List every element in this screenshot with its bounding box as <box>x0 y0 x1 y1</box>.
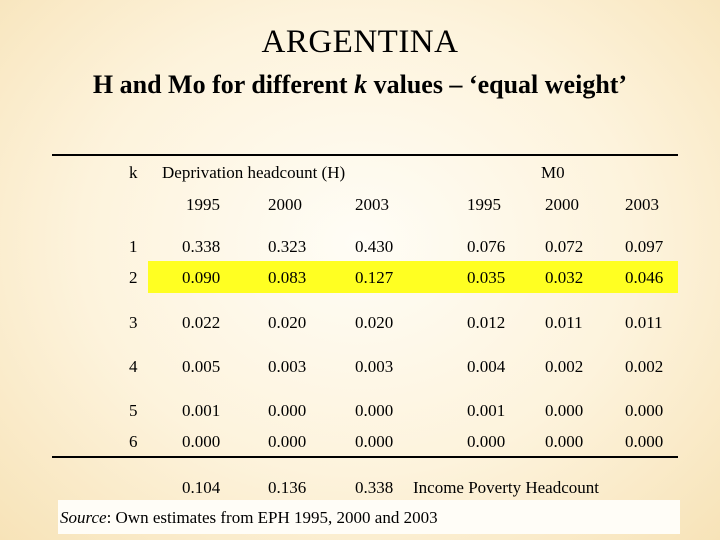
k-value: 3 <box>129 313 138 332</box>
table-cell: 0.020 <box>355 313 394 332</box>
k-value: 5 <box>129 401 138 420</box>
income-poverty-value: 0.338 <box>355 478 394 497</box>
source-note: Source: Own estimates from EPH 1995, 200… <box>58 500 680 534</box>
table-cell: 0.035 <box>467 268 506 287</box>
table-cell: 0.001 <box>467 401 506 420</box>
source-text: : Own estimates from EPH 1995, 2000 and … <box>106 508 438 527</box>
highlighted-row-background <box>148 261 678 293</box>
table-cell: 0.000 <box>625 401 664 420</box>
table-cell: 0.001 <box>182 401 221 420</box>
subtitle-k: k <box>354 70 368 99</box>
table-cell: 0.338 <box>182 237 221 256</box>
k-value: 4 <box>129 357 138 376</box>
m0-group-header: M0 <box>541 163 565 182</box>
table-cell: 0.046 <box>625 268 664 287</box>
table-cell: 0.076 <box>467 237 506 256</box>
year-header: 2000 <box>268 195 302 214</box>
table-cell: 0.003 <box>355 357 394 376</box>
table-cell: 0.323 <box>268 237 307 256</box>
table-cell: 0.430 <box>355 237 394 256</box>
table-cell: 0.090 <box>182 268 221 287</box>
table-cell: 0.000 <box>355 401 394 420</box>
table-cell: 0.000 <box>268 432 307 451</box>
income-poverty-value: 0.136 <box>268 478 307 497</box>
subtitle-prefix: H and Mo for different <box>92 70 355 99</box>
table-cell: 0.004 <box>467 357 506 376</box>
table-cell: 0.020 <box>268 313 307 332</box>
year-header: 2003 <box>625 195 659 214</box>
k-column-header: k <box>129 163 138 182</box>
year-header: 1995 <box>467 195 501 214</box>
income-poverty-label: Income Poverty Headcount <box>413 478 599 497</box>
table-cell: 0.022 <box>182 313 221 332</box>
table-cell: 0.000 <box>268 401 307 420</box>
table-cell: 0.005 <box>182 357 221 376</box>
year-header: 2003 <box>355 195 389 214</box>
slide-title: ARGENTINA <box>261 24 459 60</box>
table-cell: 0.000 <box>545 401 584 420</box>
source-label: Source <box>60 508 107 527</box>
table-cell: 0.002 <box>625 357 664 376</box>
income-poverty-value: 0.104 <box>182 478 221 497</box>
table-cell: 0.083 <box>268 268 307 287</box>
table-cell: 0.072 <box>545 237 584 256</box>
table-cell: 0.012 <box>467 313 506 332</box>
table-cell: 0.011 <box>545 313 583 332</box>
table-cell: 0.000 <box>182 432 221 451</box>
table-cell: 0.000 <box>545 432 584 451</box>
table-bottom-rule <box>52 456 678 458</box>
table-cell: 0.000 <box>467 432 506 451</box>
table-cell: 0.032 <box>545 268 584 287</box>
table-cell: 0.127 <box>355 268 394 287</box>
table-cell: 0.000 <box>355 432 394 451</box>
year-header: 2000 <box>545 195 579 214</box>
table-cell: 0.097 <box>625 237 664 256</box>
h-group-header: Deprivation headcount (H) <box>162 163 346 182</box>
slide-subtitle: H and Mo for different k values – ‘equal… <box>0 70 720 100</box>
year-header: 1995 <box>186 195 220 214</box>
table-top-rule <box>52 154 678 156</box>
subtitle-suffix: values – ‘equal weight’ <box>367 70 628 99</box>
k-value: 1 <box>129 237 138 256</box>
table-cell: 0.002 <box>545 357 584 376</box>
table-cell: 0.011 <box>625 313 663 332</box>
table-cell: 0.000 <box>625 432 664 451</box>
k-value: 2 <box>129 268 138 287</box>
table-cell: 0.003 <box>268 357 307 376</box>
k-value: 6 <box>129 432 138 451</box>
